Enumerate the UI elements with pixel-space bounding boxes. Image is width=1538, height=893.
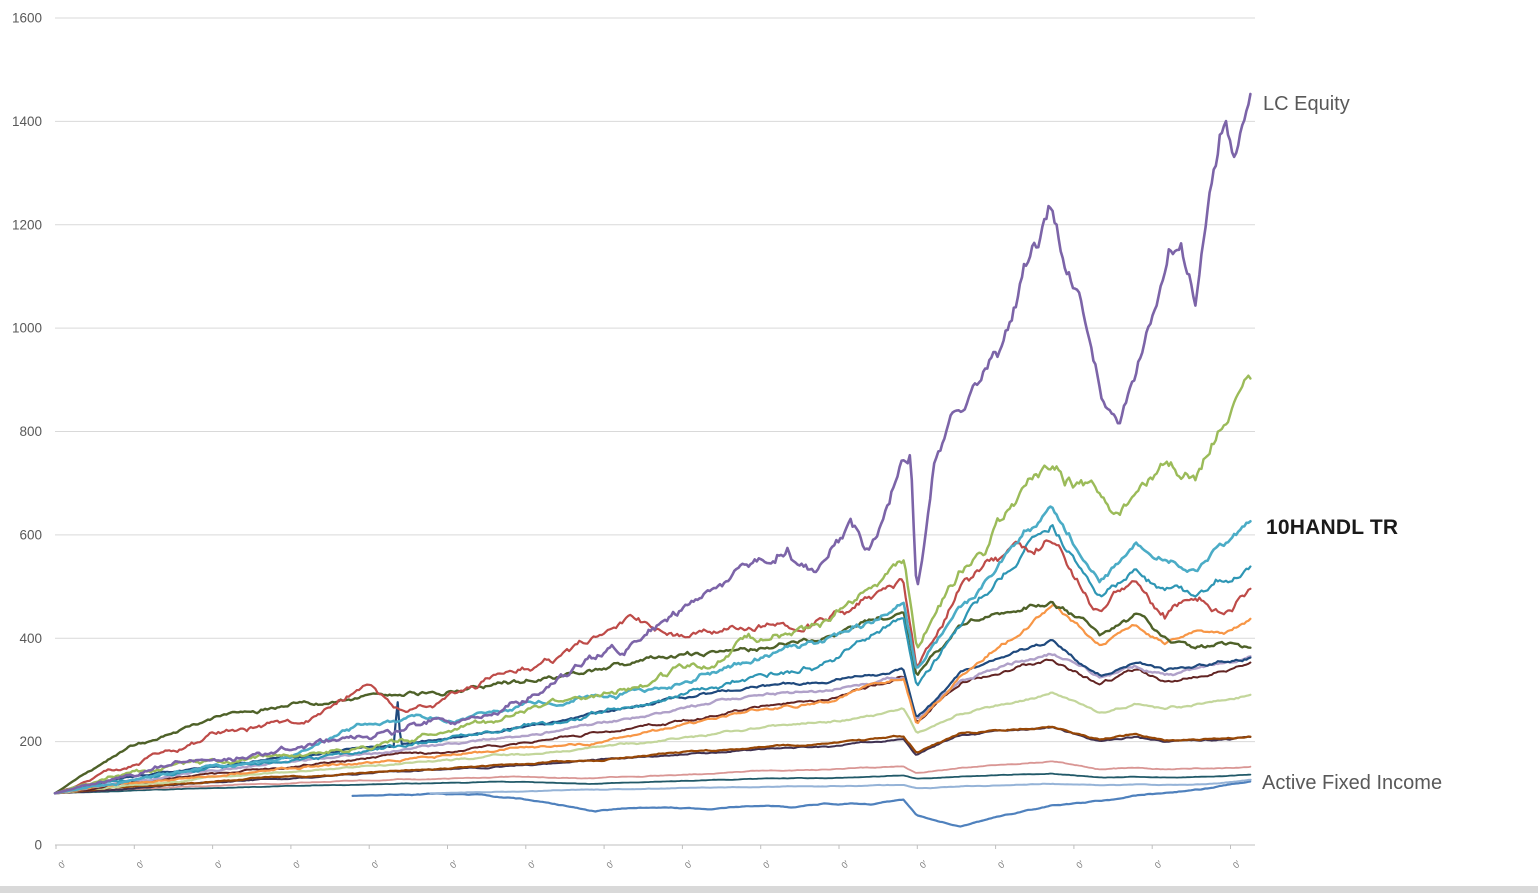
series-line-series-light-blue	[429, 778, 1252, 795]
x-axis-label: 0′	[604, 858, 616, 870]
y-axis-label: 1000	[12, 321, 42, 336]
series-line-series-light-green	[53, 691, 1252, 795]
x-axis-label: 0′	[1074, 858, 1086, 870]
x-axis-label: 0′	[291, 858, 303, 870]
annotation-active-fixed-income: Active Fixed Income	[1262, 772, 1443, 794]
x-axis-label: 0′	[996, 858, 1008, 870]
x-axis-label: 0′	[918, 858, 930, 870]
y-axis-label: 400	[19, 631, 42, 646]
series-line-lc-equity	[53, 92, 1252, 795]
y-axis-label: 0	[34, 838, 42, 853]
series-line-active-fixed-income	[351, 780, 1252, 828]
x-axis-label: 0′	[213, 858, 225, 870]
x-axis-label: 0′	[683, 858, 695, 870]
series-line-series-orange	[53, 604, 1252, 795]
y-axis-label: 1200	[12, 217, 42, 232]
x-axis-label: 0′	[839, 858, 851, 870]
y-axis-label: 800	[19, 424, 42, 439]
annotation-10handl-tr: 10HANDL TR	[1266, 516, 1399, 539]
x-axis-label: 0′	[1153, 858, 1165, 870]
series-line-series-maroon	[54, 658, 1252, 795]
x-axis-label: 0′	[526, 858, 538, 870]
series-line-series-dark-orange	[53, 725, 1252, 795]
x-axis-label: 0′	[56, 858, 68, 870]
x-axis-label: 0′	[448, 858, 460, 870]
bottom-edge-strip	[0, 886, 1538, 893]
series-line-series-dark-olive	[53, 600, 1252, 795]
series-line-series-lavender	[53, 652, 1252, 795]
series-line-10handl-tr	[53, 505, 1252, 795]
series-line-series-teal	[53, 524, 1252, 795]
x-axis-label: 0′	[135, 858, 147, 870]
y-axis-label: 200	[19, 734, 42, 749]
series-line-series-navy	[53, 639, 1252, 795]
x-axis-label: 0′	[1231, 858, 1243, 870]
y-axis-label: 1400	[12, 114, 42, 129]
series-line-series-salmon	[54, 760, 1252, 795]
x-axis-label: 0′	[370, 858, 382, 870]
x-axis-label: 0′	[761, 858, 773, 870]
y-axis-label: 600	[19, 527, 42, 542]
series-line-series-dark-teal	[54, 772, 1252, 795]
y-axis-label: 1600	[12, 11, 42, 26]
series-line-series-lime-green	[53, 374, 1252, 795]
annotation-lc-equity: LC Equity	[1263, 93, 1350, 115]
